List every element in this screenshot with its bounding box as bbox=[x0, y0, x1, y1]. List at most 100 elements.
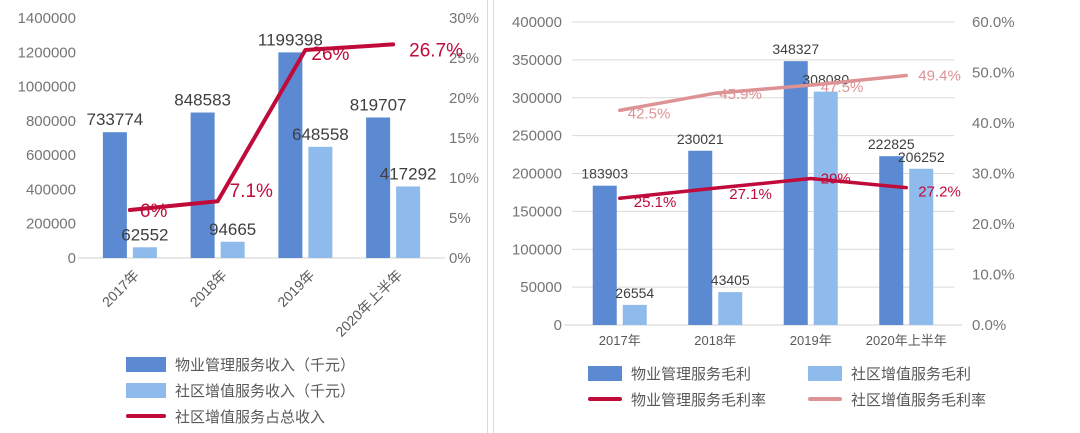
bar bbox=[190, 112, 215, 258]
right-axis-tick-label: 15% bbox=[449, 130, 479, 147]
bar-data-label: 417292 bbox=[380, 164, 437, 183]
right-axis-tick-label: 5% bbox=[449, 210, 471, 227]
x-axis-category-label: 2019年 bbox=[274, 267, 317, 310]
bar-data-label: 206252 bbox=[898, 149, 945, 165]
panel-divider bbox=[487, 0, 494, 433]
right-axis-tick-label: 10% bbox=[449, 170, 479, 187]
bar bbox=[592, 185, 617, 325]
bar bbox=[396, 186, 421, 258]
gross-profit-chart-plot: 0 50000 100000 150000 200000 250000 300000 3500… bbox=[512, 14, 1015, 348]
right-axis-tick-label: 30.0% bbox=[972, 166, 1015, 183]
legend-line-swatch-icon bbox=[587, 397, 622, 401]
right-axis-tick-label: 20% bbox=[449, 90, 479, 107]
left-axis-tick-label: 0 bbox=[554, 317, 562, 334]
bar bbox=[783, 61, 808, 325]
x-axis-category-label: 2018年 bbox=[187, 267, 230, 310]
gross-profit-chart-legend: 物业管理服务毛利 社区增值服务毛利物业管理服务毛利率 社区增值服务毛利率 bbox=[537, 360, 1037, 412]
x-axis-category-label: 2019年 bbox=[790, 333, 832, 348]
legend-label: 物业管理服务收入（千元） bbox=[175, 356, 356, 374]
gross-profit-chart-panel: 0 50000 100000 150000 200000 250000 300000 3500… bbox=[494, 0, 1080, 433]
left-axis-tick-label: 600000 bbox=[26, 147, 76, 164]
left-axis-tick-label: 150000 bbox=[512, 203, 562, 220]
left-axis-tick-label: 50000 bbox=[520, 279, 562, 296]
legend-item: 社区增值服务占总收入 bbox=[126, 403, 487, 429]
line-data-label: 7.1% bbox=[230, 181, 273, 202]
line-data-label: 27.2% bbox=[918, 184, 961, 201]
x-axis-category-label: 2018年 bbox=[694, 333, 736, 348]
right-axis-tick-label: 40.0% bbox=[972, 115, 1015, 132]
left-axis-tick-label: 100000 bbox=[512, 241, 562, 258]
bar-data-label: 348327 bbox=[772, 41, 819, 57]
line-data-label: 27.1% bbox=[729, 186, 772, 203]
bar-data-label: 648558 bbox=[292, 125, 349, 144]
left-axis-tick-label: 350000 bbox=[512, 52, 562, 69]
legend-label: 社区增值服务毛利率 bbox=[851, 391, 987, 409]
legend-label: 社区增值服务占总收入 bbox=[175, 408, 326, 426]
left-axis-tick-label: 300000 bbox=[512, 90, 562, 107]
x-axis-category-label: 2020年上半年 bbox=[332, 267, 405, 340]
left-axis-tick-label: 200000 bbox=[26, 216, 76, 233]
right-axis-tick-label: 30% bbox=[449, 10, 479, 27]
bar bbox=[132, 247, 157, 258]
x-axis-category-label: 2020年上半年 bbox=[866, 333, 947, 348]
bar-data-label: 230021 bbox=[677, 131, 724, 147]
line-series bbox=[618, 176, 908, 200]
line-data-label: 6% bbox=[140, 201, 168, 222]
legend-line-swatch-icon bbox=[126, 414, 166, 418]
bar-data-label: 819707 bbox=[350, 95, 407, 114]
left-axis-tick-label: 0 bbox=[68, 250, 76, 267]
legend-item: 物业管理服务毛利率 bbox=[587, 386, 766, 412]
bar bbox=[813, 91, 838, 326]
line-series bbox=[618, 73, 908, 113]
revenue-chart-legend: 物业管理服务收入（千元） 社区增值服务收入（千元） 社区增值服务占总收入 bbox=[126, 351, 487, 429]
left-axis-tick-label: 250000 bbox=[512, 128, 562, 145]
bar-data-label: 1199398 bbox=[258, 30, 323, 49]
line-data-label: 45.9% bbox=[719, 86, 762, 103]
right-axis-tick-label: 0.0% bbox=[972, 317, 1006, 334]
left-axis-tick-label: 400000 bbox=[26, 181, 76, 198]
right-axis-tick-label: 25% bbox=[449, 50, 479, 67]
left-axis-tick-label: 1400000 bbox=[18, 10, 76, 27]
right-axis-tick-label: 60.0% bbox=[972, 14, 1015, 31]
bar bbox=[879, 156, 904, 325]
left-axis-tick-label: 400000 bbox=[512, 14, 562, 31]
bar-data-label: 43405 bbox=[711, 272, 750, 288]
bar-data-label: 26554 bbox=[615, 285, 654, 301]
line-data-label: 25.1% bbox=[634, 194, 677, 211]
bar bbox=[718, 292, 743, 325]
left-axis-tick-label: 200000 bbox=[512, 166, 562, 183]
bar bbox=[622, 304, 647, 325]
line-data-label: 26.7% bbox=[409, 40, 463, 61]
bar bbox=[102, 132, 127, 258]
bar bbox=[308, 146, 333, 258]
line-series bbox=[127, 42, 396, 212]
bar-data-label: 733774 bbox=[87, 110, 144, 129]
legend-item: 物业管理服务收入（千元） bbox=[126, 351, 487, 377]
legend-bar-swatch-icon bbox=[808, 365, 842, 381]
legend-line-swatch-icon bbox=[808, 397, 842, 401]
line-data-label: 47.5% bbox=[821, 79, 864, 96]
right-axis-tick-label: 10.0% bbox=[972, 267, 1015, 284]
legend-item: 物业管理服务毛利 bbox=[587, 360, 766, 386]
legend-label: 物业管理服务毛利 bbox=[630, 365, 751, 383]
bar-data-label: 62552 bbox=[121, 225, 168, 244]
legend-item: 社区增值服务毛利 bbox=[808, 360, 986, 386]
revenue-chart-plot: 0 200000 400000 600000 800000 1000000 1200000 1… bbox=[18, 10, 479, 340]
bar bbox=[366, 117, 391, 259]
line-data-label: 42.5% bbox=[628, 105, 671, 122]
x-axis-category-label: 2017年 bbox=[99, 267, 142, 310]
bar-data-label: 848583 bbox=[174, 91, 231, 110]
bar bbox=[220, 241, 245, 258]
bar-data-label: 222825 bbox=[868, 136, 915, 152]
legend-label: 物业管理服务毛利率 bbox=[630, 391, 766, 409]
line-data-label: 29% bbox=[821, 171, 851, 188]
legend-item: 社区增值服务毛利率 bbox=[808, 386, 986, 412]
left-axis-tick-label: 1000000 bbox=[18, 79, 76, 96]
bar-data-label: 183903 bbox=[581, 166, 628, 182]
bar-data-label: 94665 bbox=[209, 220, 256, 239]
legend-bar-swatch-icon bbox=[126, 356, 166, 372]
x-axis-category-label: 2017年 bbox=[599, 333, 641, 348]
bar bbox=[909, 168, 934, 325]
legend-label: 社区增值服务收入（千元） bbox=[175, 382, 356, 400]
